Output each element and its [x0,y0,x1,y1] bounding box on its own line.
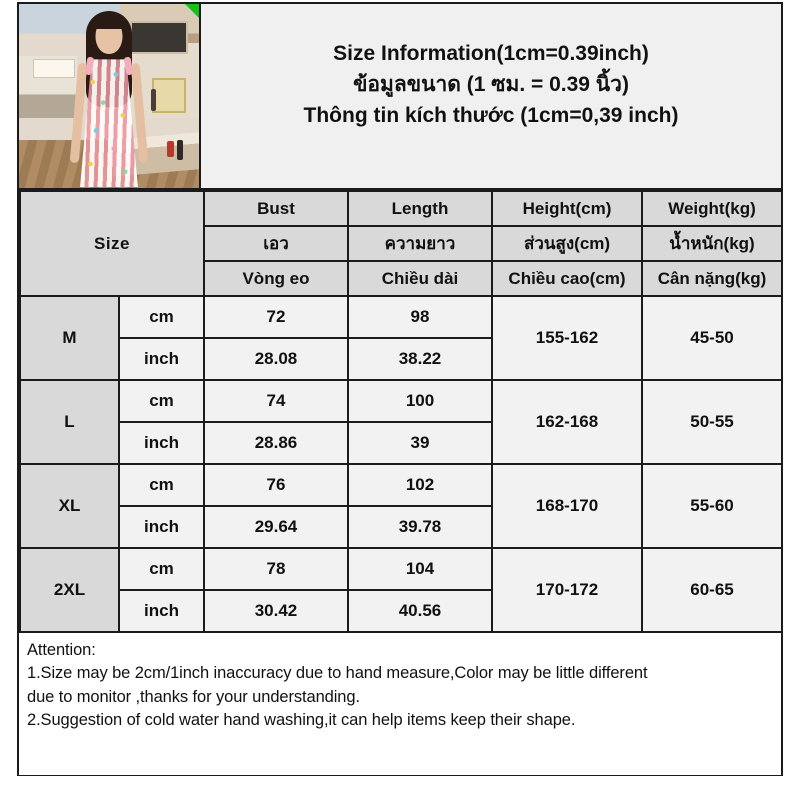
length-inch-2xl: 40.56 [347,589,493,633]
photo-microwave [130,20,189,54]
size-cell-m: M [19,295,120,381]
attention-note-1-part-1: 1.Size may be 2cm/1inch inaccuracy due t… [27,664,648,683]
header-bust-vi: Vòng eo [203,260,349,297]
header-bust-en: Bust [203,190,349,227]
weight-m: 45-50 [641,295,783,381]
attention-heading: Attention: [27,641,96,659]
header-band: Size Information(1cm=0.39inch) ข้อมูลขนา… [19,4,781,190]
weight-l: 50-55 [641,379,783,465]
size-table: Size Bust Length Height(cm) Weight(kg) เ… [19,190,783,633]
length-inch-xl: 39.78 [347,505,493,549]
header-weight-en: Weight(kg) [641,190,783,227]
unit-cell-cm: cm [118,547,205,591]
bust-cm-m: 72 [203,295,349,339]
photo-picture-frame [151,77,187,113]
unit-cell-inch: inch [118,505,205,549]
header-weight-th: น้ำหนัก(kg) [641,225,783,262]
unit-cell-cm: cm [118,379,205,423]
length-inch-m: 38.22 [347,337,493,381]
table-row: inch 28.08 38.22 [20,337,782,381]
length-cm-m: 98 [347,295,493,339]
table-header-row-vietnamese: Vòng eo Chiều dài Chiều cao(cm) Cân nặng… [20,260,783,297]
height-xl: 168-170 [491,463,643,549]
table-row: 2XL cm 78 104 170-172 60-65 [19,547,783,633]
attention-box: Attention: 1.Size may be 2cm/1inch inacc… [19,633,781,775]
green-corner-marker-icon [185,4,199,18]
bust-inch-l: 28.86 [203,421,349,465]
bust-inch-m: 28.08 [203,337,349,381]
header-length-en: Length [347,190,493,227]
bust-cm-xl: 76 [203,463,349,507]
size-cell-l: L [19,379,120,465]
table-row: inch 30.42 40.56 [20,589,782,633]
product-photo-cell [19,4,201,188]
photo-model [68,11,151,188]
header-bust-th: เอว [203,225,349,262]
table-row: inch 28.86 39 [20,421,782,465]
header-length-th: ความยาว [347,225,493,262]
attention-note-1-part-2: due to monitor ,thanks for your understa… [27,687,360,706]
unit-cell-cm: cm [118,295,205,339]
unit-cell-inch: inch [118,421,205,465]
unit-cell-inch: inch [118,337,205,381]
size-cell-xl: XL [19,463,120,549]
header-height-vi: Chiều cao(cm) [491,260,643,297]
unit-cell-cm: cm [118,463,205,507]
length-cm-l: 100 [347,379,493,423]
table-row: M cm 72 98 155-162 45-50 [19,295,783,381]
title-block: Size Information(1cm=0.39inch) ข้อมูลขนา… [201,4,781,188]
size-chart-sheet: Size Information(1cm=0.39inch) ข้อมูลขนา… [17,2,783,776]
table-row: L cm 74 100 162-168 50-55 [19,379,783,465]
table-row: XL cm 76 102 168-170 55-60 [19,463,783,549]
photo-bottle [150,88,156,111]
header-height-th: ส่วนสูง(cm) [491,225,643,262]
table-row: inch 29.64 39.78 [20,505,782,549]
length-cm-xl: 102 [347,463,493,507]
height-m: 155-162 [491,295,643,381]
title-line-thai: ข้อมูลขนาด (1 ซม. = 0.39 นิ้ว) [353,73,629,97]
table-header-row-thai: เอว ความยาว ส่วนสูง(cm) น้ำหนัก(kg) [20,225,783,262]
photo-bottle [176,140,183,161]
bust-cm-2xl: 78 [203,547,349,591]
product-photo [19,4,199,188]
attention-note-2: 2.Suggestion of cold water hand washing,… [27,711,576,730]
title-line-vietnamese: Thông tin kích thước (1cm=0,39 inch) [303,104,679,128]
size-column-header: Size [19,190,205,297]
photo-bottle [166,140,174,157]
unit-cell-inch: inch [118,589,205,633]
weight-2xl: 60-65 [641,547,783,633]
length-inch-l: 39 [347,421,493,465]
header-length-vi: Chiều dài [347,260,493,297]
size-cell-2xl: 2XL [19,547,120,633]
weight-xl: 55-60 [641,463,783,549]
photo-wall-lamp [33,59,75,78]
model-nightgown [79,59,138,188]
bust-cm-l: 74 [203,379,349,423]
header-weight-vi: Cân nặng(kg) [641,260,783,297]
table-header-row-english: Size Bust Length Height(cm) Weight(kg) [19,190,783,297]
height-l: 162-168 [491,379,643,465]
length-cm-2xl: 104 [347,547,493,591]
height-2xl: 170-172 [491,547,643,633]
model-fringe [91,13,126,30]
bust-inch-2xl: 30.42 [203,589,349,633]
bust-inch-xl: 29.64 [203,505,349,549]
header-height-en: Height(cm) [491,190,643,227]
title-line-english: Size Information(1cm=0.39inch) [333,42,649,65]
